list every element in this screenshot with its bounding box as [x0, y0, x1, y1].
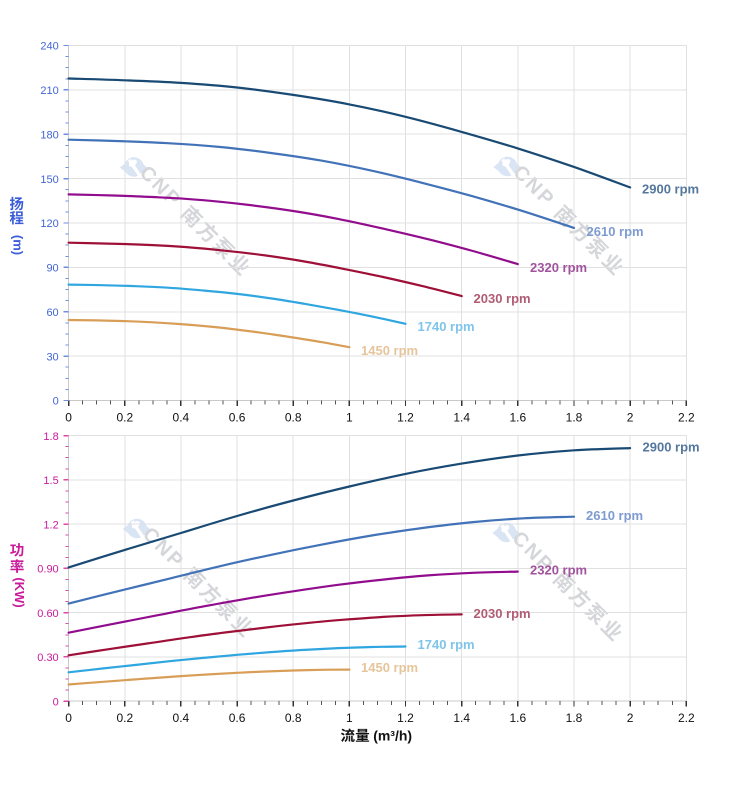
svg-text:2030 rpm: 2030 rpm — [474, 291, 531, 306]
svg-text:1450 rpm: 1450 rpm — [361, 660, 418, 675]
svg-text:240: 240 — [40, 41, 58, 53]
svg-text:2610 rpm: 2610 rpm — [586, 508, 643, 523]
svg-text:1450 rpm: 1450 rpm — [361, 343, 418, 358]
svg-text:2: 2 — [627, 711, 634, 725]
svg-text:2.2: 2.2 — [678, 410, 695, 424]
svg-text:(KW): (KW) — [12, 577, 27, 607]
svg-text:2900 rpm: 2900 rpm — [642, 182, 699, 197]
svg-text:120: 120 — [40, 218, 58, 230]
svg-text:0: 0 — [65, 711, 72, 725]
svg-text:1.6: 1.6 — [509, 410, 526, 424]
svg-text:2: 2 — [627, 410, 634, 424]
svg-text:0.4: 0.4 — [173, 410, 190, 424]
svg-text:180: 180 — [40, 129, 58, 141]
svg-text:(m): (m) — [10, 235, 25, 255]
svg-text:0.2: 0.2 — [116, 711, 133, 725]
svg-text:1.2: 1.2 — [397, 711, 414, 725]
svg-text:60: 60 — [46, 307, 58, 319]
svg-text:0.90: 0.90 — [37, 564, 58, 576]
svg-text:2320 rpm: 2320 rpm — [530, 563, 587, 578]
svg-text:1.8: 1.8 — [566, 711, 583, 725]
svg-text:90: 90 — [46, 263, 58, 275]
svg-text:1.5: 1.5 — [43, 475, 58, 487]
svg-text:1.2: 1.2 — [43, 519, 58, 531]
svg-text:(m³/h): (m³/h) — [373, 728, 412, 744]
svg-text:0.8: 0.8 — [285, 711, 302, 725]
svg-text:2900 rpm: 2900 rpm — [643, 440, 700, 455]
svg-text:0.30: 0.30 — [37, 652, 58, 664]
svg-text:2030 rpm: 2030 rpm — [474, 606, 531, 621]
svg-text:0: 0 — [53, 696, 59, 708]
svg-text:0.4: 0.4 — [173, 711, 190, 725]
svg-text:0.2: 0.2 — [116, 410, 133, 424]
svg-text:1.6: 1.6 — [509, 711, 526, 725]
svg-text:1.4: 1.4 — [453, 410, 470, 424]
svg-text:0.6: 0.6 — [229, 711, 246, 725]
svg-text:1: 1 — [346, 711, 353, 725]
svg-text:1740 rpm: 1740 rpm — [418, 637, 475, 652]
svg-text:1.8: 1.8 — [566, 410, 583, 424]
svg-text:0.8: 0.8 — [285, 410, 302, 424]
svg-text:2.2: 2.2 — [678, 711, 695, 725]
svg-text:30: 30 — [46, 351, 58, 363]
svg-text:2610 rpm: 2610 rpm — [587, 224, 644, 239]
svg-text:1.2: 1.2 — [397, 410, 414, 424]
svg-text:2320 rpm: 2320 rpm — [530, 260, 587, 275]
svg-text:0: 0 — [65, 410, 72, 424]
svg-text:1.4: 1.4 — [453, 711, 470, 725]
svg-text:210: 210 — [40, 85, 58, 97]
svg-text:150: 150 — [40, 174, 58, 186]
svg-text:0.6: 0.6 — [229, 410, 246, 424]
svg-text:0.60: 0.60 — [37, 608, 58, 620]
svg-text:1740 rpm: 1740 rpm — [418, 319, 475, 334]
svg-text:1.8: 1.8 — [43, 431, 58, 443]
svg-text:1: 1 — [346, 410, 353, 424]
svg-text:0: 0 — [53, 396, 59, 408]
